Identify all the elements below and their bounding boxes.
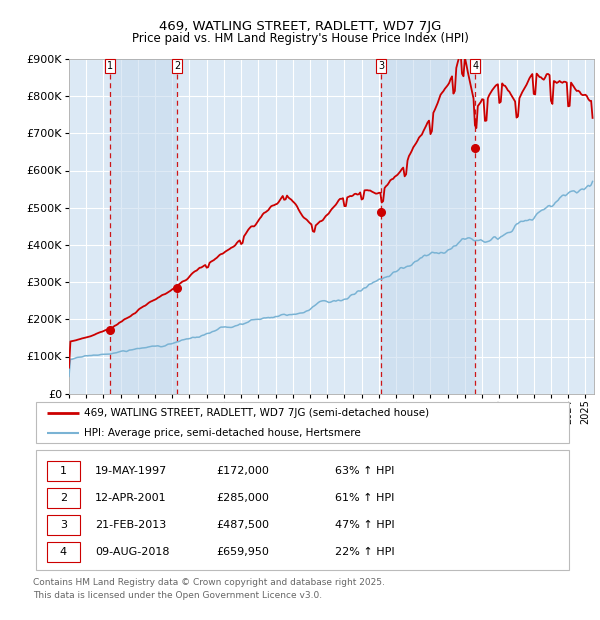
- Text: £172,000: £172,000: [217, 466, 269, 476]
- FancyBboxPatch shape: [47, 515, 80, 535]
- Text: 4: 4: [472, 61, 478, 71]
- Text: 63% ↑ HPI: 63% ↑ HPI: [335, 466, 395, 476]
- Bar: [110, 59, 177, 394]
- FancyBboxPatch shape: [47, 488, 80, 508]
- Text: 1: 1: [60, 466, 67, 476]
- Text: 19-MAY-1997: 19-MAY-1997: [95, 466, 167, 476]
- Text: £285,000: £285,000: [217, 493, 269, 503]
- Text: 469, WATLING STREET, RADLETT, WD7 7JG: 469, WATLING STREET, RADLETT, WD7 7JG: [159, 20, 441, 33]
- Text: 47% ↑ HPI: 47% ↑ HPI: [335, 520, 395, 530]
- FancyBboxPatch shape: [36, 450, 569, 570]
- Text: This data is licensed under the Open Government Licence v3.0.: This data is licensed under the Open Gov…: [33, 591, 322, 600]
- FancyBboxPatch shape: [47, 542, 80, 562]
- Text: 1: 1: [107, 61, 113, 71]
- Text: 61% ↑ HPI: 61% ↑ HPI: [335, 493, 395, 503]
- FancyBboxPatch shape: [36, 402, 569, 443]
- Text: 21-FEB-2013: 21-FEB-2013: [95, 520, 166, 530]
- Text: £659,950: £659,950: [217, 547, 269, 557]
- Text: Contains HM Land Registry data © Crown copyright and database right 2025.: Contains HM Land Registry data © Crown c…: [33, 578, 385, 587]
- Text: 2: 2: [59, 493, 67, 503]
- Text: £487,500: £487,500: [217, 520, 269, 530]
- Text: 2: 2: [174, 61, 180, 71]
- Text: 12-APR-2001: 12-APR-2001: [95, 493, 167, 503]
- Text: 09-AUG-2018: 09-AUG-2018: [95, 547, 170, 557]
- Text: HPI: Average price, semi-detached house, Hertsmere: HPI: Average price, semi-detached house,…: [84, 428, 361, 438]
- Text: 22% ↑ HPI: 22% ↑ HPI: [335, 547, 395, 557]
- Bar: [381, 59, 475, 394]
- Text: 3: 3: [60, 520, 67, 530]
- Text: 469, WATLING STREET, RADLETT, WD7 7JG (semi-detached house): 469, WATLING STREET, RADLETT, WD7 7JG (s…: [84, 407, 430, 418]
- Text: 3: 3: [378, 61, 384, 71]
- Text: 4: 4: [59, 547, 67, 557]
- Text: Price paid vs. HM Land Registry's House Price Index (HPI): Price paid vs. HM Land Registry's House …: [131, 32, 469, 45]
- FancyBboxPatch shape: [47, 461, 80, 481]
